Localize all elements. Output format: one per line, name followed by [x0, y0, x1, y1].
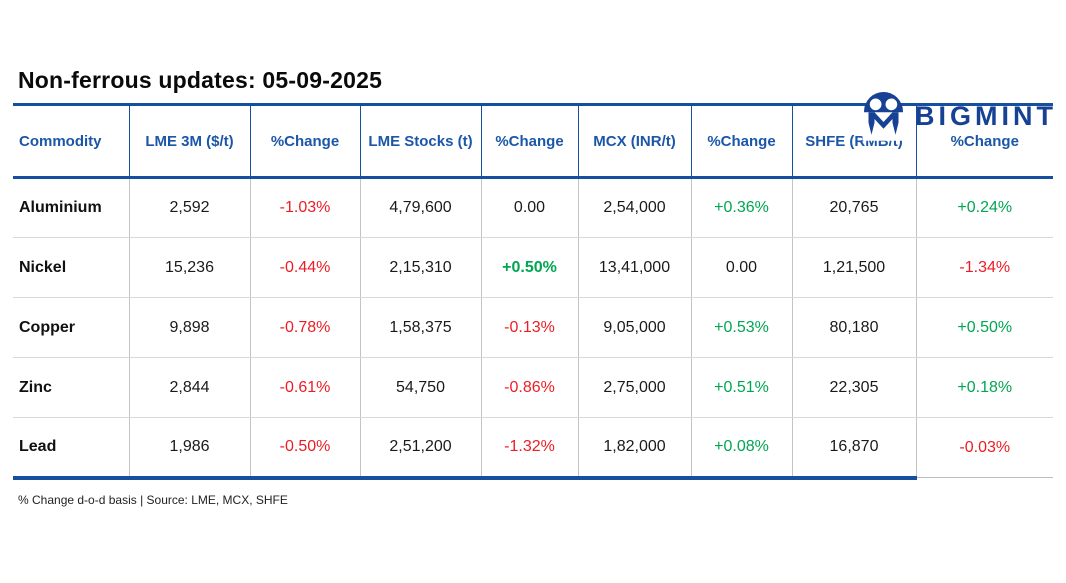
value-cell: 22,305	[791, 357, 916, 418]
value-cell: 1,58,375	[359, 297, 481, 358]
value-cell: 2,51,200	[359, 417, 481, 480]
change-cell: +0.53%	[690, 297, 792, 358]
non-ferrous-table: Commodity LME 3M ($/t) %Change LME Stock…	[13, 103, 1053, 480]
value-cell: 2,15,310	[359, 237, 481, 298]
column-header-lme-stocks: LME Stocks (t)	[359, 103, 481, 179]
column-header-shfe: SHFE (RMB/t)	[791, 103, 916, 179]
value-cell: 13,41,000	[577, 237, 691, 298]
page-title: Non-ferrous updates: 05-09-2025	[18, 67, 383, 93]
column-header-lme-3m: LME 3M ($/t)	[128, 103, 250, 179]
source-note: % Change d-o-d basis | Source: LME, MCX,…	[18, 492, 288, 507]
value-cell: 54,750	[359, 357, 481, 418]
change-cell: +0.36%	[690, 177, 792, 238]
column-header-commodity: Commodity	[13, 103, 129, 179]
table-header: Commodity LME 3M ($/t) %Change LME Stock…	[13, 103, 1053, 179]
change-cell: -0.50%	[249, 417, 360, 480]
change-cell: +0.18%	[915, 357, 1053, 418]
change-cell: -0.44%	[249, 237, 360, 298]
value-cell: 0.00	[480, 177, 578, 238]
value-cell: 2,592	[128, 177, 250, 238]
value-cell: 9,898	[128, 297, 250, 358]
value-cell: 80,180	[791, 297, 916, 358]
column-header-change-1: %Change	[249, 103, 360, 179]
change-cell: -0.61%	[249, 357, 360, 418]
table-row: Lead 1,986 -0.50% 2,51,200 -1.32% 1,82,000 +0.…	[13, 417, 1053, 480]
change-cell: -1.32%	[480, 417, 578, 480]
bigmint-logo-icon	[861, 91, 906, 141]
value-cell: 9,05,000	[577, 297, 691, 358]
table-body: Aluminium 2,592 -1.03% 4,79,600 0.00 2,54,000…	[13, 177, 1053, 480]
table-row: Copper 9,898 -0.78% 1,58,375 -0.13% 9,05,000 +…	[13, 297, 1053, 358]
change-cell: -0.03%	[915, 417, 1053, 478]
value-cell: 2,844	[128, 357, 250, 418]
change-cell: +0.08%	[690, 417, 792, 480]
change-cell: -1.03%	[249, 177, 360, 238]
page: BIGMINT Non-ferrous updates: 05-09-2025 …	[0, 67, 1066, 583]
change-cell: -0.86%	[480, 357, 578, 418]
commodity-cell: Aluminium	[13, 177, 129, 238]
table-header-row: Commodity LME 3M ($/t) %Change LME Stock…	[13, 103, 1053, 179]
value-cell: 1,986	[128, 417, 250, 480]
commodity-cell: Copper	[13, 297, 129, 358]
change-cell: -0.13%	[480, 297, 578, 358]
value-cell: 1,82,000	[577, 417, 691, 480]
change-cell: +0.50%	[480, 237, 578, 298]
change-cell: +0.24%	[915, 177, 1053, 238]
commodity-cell: Nickel	[13, 237, 129, 298]
value-cell: 20,765	[791, 177, 916, 238]
value-cell: 15,236	[128, 237, 250, 298]
change-cell: +0.51%	[690, 357, 792, 418]
table-row: Aluminium 2,592 -1.03% 4,79,600 0.00 2,54,000…	[13, 177, 1053, 238]
brand-logo: BIGMINT	[861, 91, 1057, 141]
commodity-cell: Lead	[13, 417, 129, 480]
value-cell: 1,21,500	[791, 237, 916, 298]
value-cell: 2,75,000	[577, 357, 691, 418]
column-header-mcx: MCX (INR/t)	[577, 103, 691, 179]
value-cell: 16,870	[791, 417, 916, 480]
value-cell: 4,79,600	[359, 177, 481, 238]
change-cell: -0.78%	[249, 297, 360, 358]
table-row: Zinc 2,844 -0.61% 54,750 -0.86% 2,75,000 +0.51…	[13, 357, 1053, 418]
table-row: Nickel 15,236 -0.44% 2,15,310 +0.50% 13,41,00…	[13, 237, 1053, 298]
value-cell: 2,54,000	[577, 177, 691, 238]
brand-name: BIGMINT	[915, 100, 1057, 131]
column-header-change-3: %Change	[690, 103, 792, 179]
column-header-change-4: %Change	[915, 103, 1053, 179]
commodity-cell: Zinc	[13, 357, 129, 418]
column-header-change-2: %Change	[480, 103, 578, 179]
value-cell: 0.00	[690, 237, 792, 298]
change-cell: +0.50%	[915, 297, 1053, 358]
change-cell: -1.34%	[915, 237, 1053, 298]
